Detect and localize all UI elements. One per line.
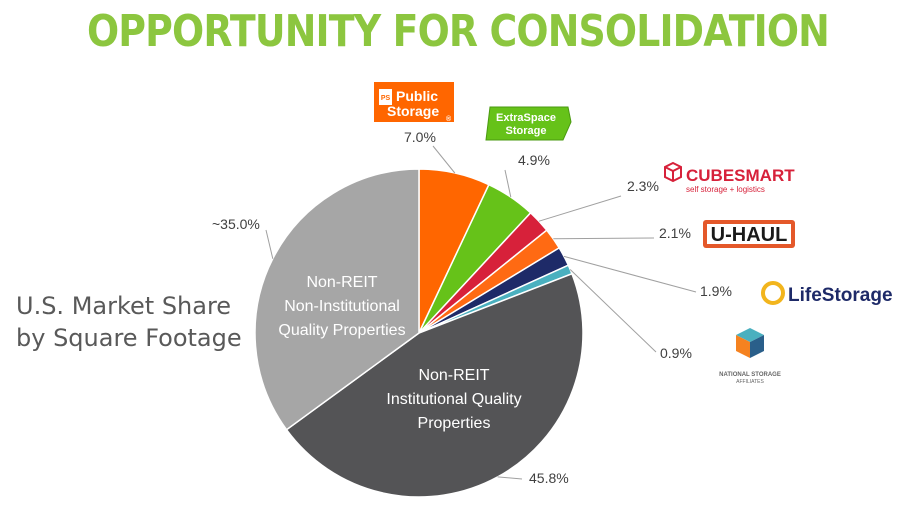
- nsa-line2: AFFILIATES: [736, 379, 764, 385]
- label-life-storage: 1.9%: [700, 283, 732, 299]
- label-non-institutional: ~35.0%: [212, 216, 260, 232]
- leader-line: [265, 229, 274, 259]
- nsa-line1: NATIONAL STORAGE: [719, 372, 781, 378]
- chart-caption: U.S. Market Share by Square Footage: [16, 292, 242, 352]
- leader-line: [563, 255, 697, 293]
- inner-label-institutional: Non-REIT Institutional Quality Propertie…: [386, 367, 521, 432]
- uhaul-name: U-HAUL: [711, 224, 788, 246]
- label-extra-space: 4.9%: [518, 152, 550, 168]
- extra-space-logo: ExtraSpace Storage: [485, 106, 572, 141]
- public-storage-mark: PS: [381, 95, 391, 102]
- inner-label-line: Institutional Quality: [386, 391, 521, 408]
- pie-slices: [254, 168, 584, 498]
- cubesmart-name: CUBESMART: [686, 166, 795, 185]
- leader-line: [432, 145, 456, 174]
- page-title: OPPORTUNITY FOR CONSOLIDATION: [86, 6, 830, 57]
- leader-line: [569, 269, 657, 353]
- public-storage-reg: ®: [446, 115, 452, 123]
- nsa-cube-icon: [736, 328, 764, 358]
- cubesmart-logo: CUBESMART self storage + logistics: [664, 161, 795, 194]
- label-nsa: 0.9%: [660, 345, 692, 361]
- leader-line: [504, 169, 512, 198]
- extra-space-logo-bg: [485, 106, 572, 141]
- cube-icon: [664, 161, 682, 183]
- uhaul-logo-inner: [707, 224, 791, 244]
- pie-slice-non-reit-institutional-quality-properties: [285, 272, 584, 498]
- public-storage-mark-icon: [379, 89, 392, 105]
- inner-label-line: Properties: [418, 415, 491, 432]
- extra-space-line1: ExtraSpace: [496, 112, 556, 124]
- inner-label-line: Non-Institutional: [284, 298, 400, 315]
- life-storage-ring-icon: [761, 281, 785, 305]
- uhaul-logo: U-HAUL: [703, 220, 795, 248]
- pie-slice-non-reit-non-institutional-quality-properties: [254, 168, 420, 431]
- public-storage-line1: Public: [396, 88, 438, 104]
- cubesmart-tagline: self storage + logistics: [686, 185, 765, 194]
- inner-label-non-institutional: Non-REIT Non-Institutional Quality Prope…: [278, 274, 405, 339]
- inner-label-line: Quality Properties: [278, 322, 405, 339]
- public-storage-logo: PS Public Storage ®: [374, 82, 454, 123]
- nsa-logo: NATIONAL STORAGE AFFILIATES: [719, 328, 781, 385]
- extra-space-line2: Storage: [506, 125, 547, 137]
- leader-line: [553, 237, 655, 240]
- label-institutional: 45.8%: [529, 470, 569, 486]
- leader-lines: [265, 145, 697, 480]
- life-storage-name: LifeStorage: [788, 285, 893, 306]
- label-cubesmart: 2.3%: [627, 178, 659, 194]
- public-storage-line2: Storage: [387, 103, 439, 119]
- label-public-storage: 7.0%: [404, 129, 436, 145]
- inner-label-line: Non-REIT: [306, 274, 377, 291]
- label-uhaul: 2.1%: [659, 225, 691, 241]
- life-storage-logo: LifeStorage: [761, 281, 893, 306]
- leader-line: [497, 476, 523, 480]
- inner-label-line: Non-REIT: [418, 367, 489, 384]
- leader-line: [538, 195, 622, 222]
